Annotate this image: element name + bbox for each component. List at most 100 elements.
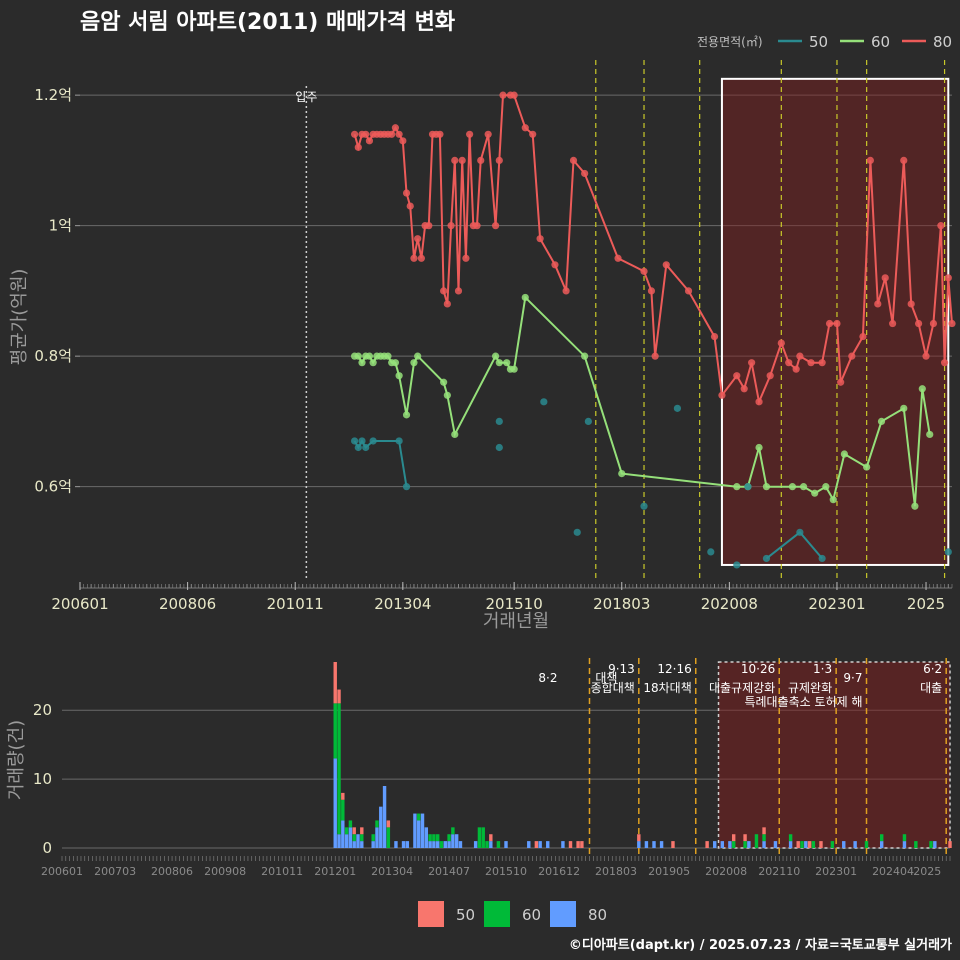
point-50 [818, 554, 826, 563]
bottom-x-tick-label: 200806 [151, 865, 193, 878]
point-60 [788, 483, 797, 491]
point-80 [510, 91, 518, 99]
point-60 [799, 483, 808, 491]
point-50 [584, 417, 592, 425]
bar-50 [731, 834, 736, 842]
bar-80 [747, 841, 751, 848]
bar-60 [341, 799, 345, 821]
point-80 [436, 130, 444, 138]
top-x-tick-label: 202008 [701, 595, 758, 613]
bottom-x-tick-label: 2025 [913, 865, 941, 878]
bar-50 [333, 662, 337, 704]
point-80 [477, 156, 485, 164]
policy-event-label: 특례대출축소 토허제 해 [744, 695, 862, 709]
top-x-axis-title: 거래년월 [483, 611, 549, 632]
point-80 [551, 261, 559, 269]
point-60 [495, 359, 503, 367]
point-80 [614, 254, 622, 262]
bottom-x-tick-label: 202404 [872, 865, 914, 878]
point-80 [491, 222, 500, 230]
point-50 [369, 437, 377, 445]
point-60 [402, 411, 411, 419]
point-60 [510, 365, 518, 373]
bar-60 [800, 841, 804, 848]
bar-60 [435, 834, 440, 842]
bar-60 [762, 834, 766, 842]
point-80 [402, 189, 411, 197]
point-50 [402, 483, 411, 491]
point-80 [818, 359, 826, 367]
top-plot: 0.6억 0.8억 1억 1.2억 입주 200601 200806 201011 201304… [9, 60, 956, 632]
point-80 [499, 91, 507, 99]
policy-event-label: 대출 [920, 681, 942, 695]
bar-80 [382, 786, 387, 848]
point-80 [350, 130, 359, 138]
bar-50 [637, 834, 641, 842]
point-80 [458, 156, 466, 164]
point-80 [866, 156, 874, 164]
point-50 [744, 483, 752, 491]
top-legend-label-60: 60 [871, 33, 890, 51]
point-80 [425, 222, 433, 230]
point-80 [785, 359, 793, 367]
bar-50 [948, 841, 952, 848]
point-50 [350, 437, 359, 445]
point-60 [918, 385, 926, 393]
point-80 [651, 352, 659, 360]
point-80 [365, 137, 374, 145]
point-80 [662, 261, 670, 269]
point-80 [944, 274, 952, 282]
point-80 [684, 287, 693, 295]
point-60 [822, 483, 830, 491]
top-x-tick-label: 201510 [486, 595, 543, 613]
bar-80 [344, 834, 349, 848]
point-80 [395, 130, 403, 138]
bar-80 [432, 841, 436, 848]
point-60 [911, 502, 919, 510]
bar-60 [902, 834, 907, 842]
bottom-x-tick-label: 202110 [758, 865, 800, 878]
bar-80 [443, 841, 447, 848]
point-60 [395, 372, 403, 380]
point-50 [362, 443, 370, 452]
point-80 [536, 235, 544, 243]
policy-date-label: 12·16 [657, 662, 691, 676]
bar-80 [405, 841, 410, 848]
point-80 [484, 130, 492, 138]
bar-60 [371, 834, 375, 842]
bar-60 [864, 841, 869, 848]
bar-50 [671, 841, 675, 848]
bar-80 [371, 841, 375, 848]
bar-60 [432, 834, 436, 842]
bar-50 [796, 841, 800, 848]
point-80 [881, 274, 889, 282]
point-80 [569, 156, 578, 164]
point-80 [796, 352, 804, 360]
policy-event-label: 대책 [595, 670, 617, 685]
bar-50 [337, 689, 341, 704]
point-80 [410, 254, 418, 262]
bar-80 [713, 841, 717, 848]
top-x-tick-label: 201803 [593, 595, 650, 613]
point-80 [451, 156, 459, 164]
point-80 [929, 319, 938, 328]
bottom-highlight-box [717, 661, 951, 849]
bar-80 [428, 841, 432, 848]
bottom-x-tick-label: 201304 [371, 865, 413, 878]
bar-80 [356, 834, 360, 848]
bar-80 [546, 841, 550, 848]
policy-date-label: 10·26 [741, 662, 775, 676]
point-80 [900, 156, 908, 164]
bar-80 [762, 841, 766, 848]
bottom-x-tick-label: 202301 [815, 865, 857, 878]
point-50 [707, 548, 715, 556]
bar-80 [489, 841, 493, 848]
bar-50 [743, 834, 747, 842]
point-50 [573, 528, 581, 536]
bar-60 [879, 834, 884, 842]
bar-50 [762, 827, 766, 835]
bar-60 [333, 703, 337, 759]
point-50 [673, 404, 682, 412]
top-legend-label-50: 50 [809, 33, 828, 51]
